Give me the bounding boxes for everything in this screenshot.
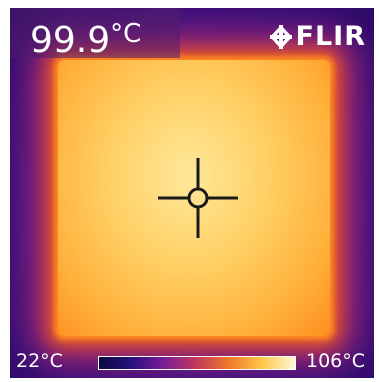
hot-object-region [58, 60, 330, 336]
temperature-readout: 99.9°C [30, 14, 141, 61]
temperature-readout-box: 99.9°C [10, 8, 180, 61]
temperature-scale: 22°C 106°C [10, 346, 374, 378]
brand-logo: FLIR [269, 21, 367, 52]
crosshair-icon [158, 158, 238, 238]
color-scale-bar [98, 356, 296, 370]
thermal-image: 99.9°C FLIR 22°C [10, 8, 374, 378]
temperature-value: 99.9 [30, 20, 111, 61]
temperature-unit: °C [110, 19, 142, 49]
scale-min-label: 22°C [16, 350, 63, 372]
scale-max-label: 106°C [306, 350, 366, 372]
flir-logo-icon [269, 25, 292, 49]
brand-name: FLIR [295, 21, 366, 52]
